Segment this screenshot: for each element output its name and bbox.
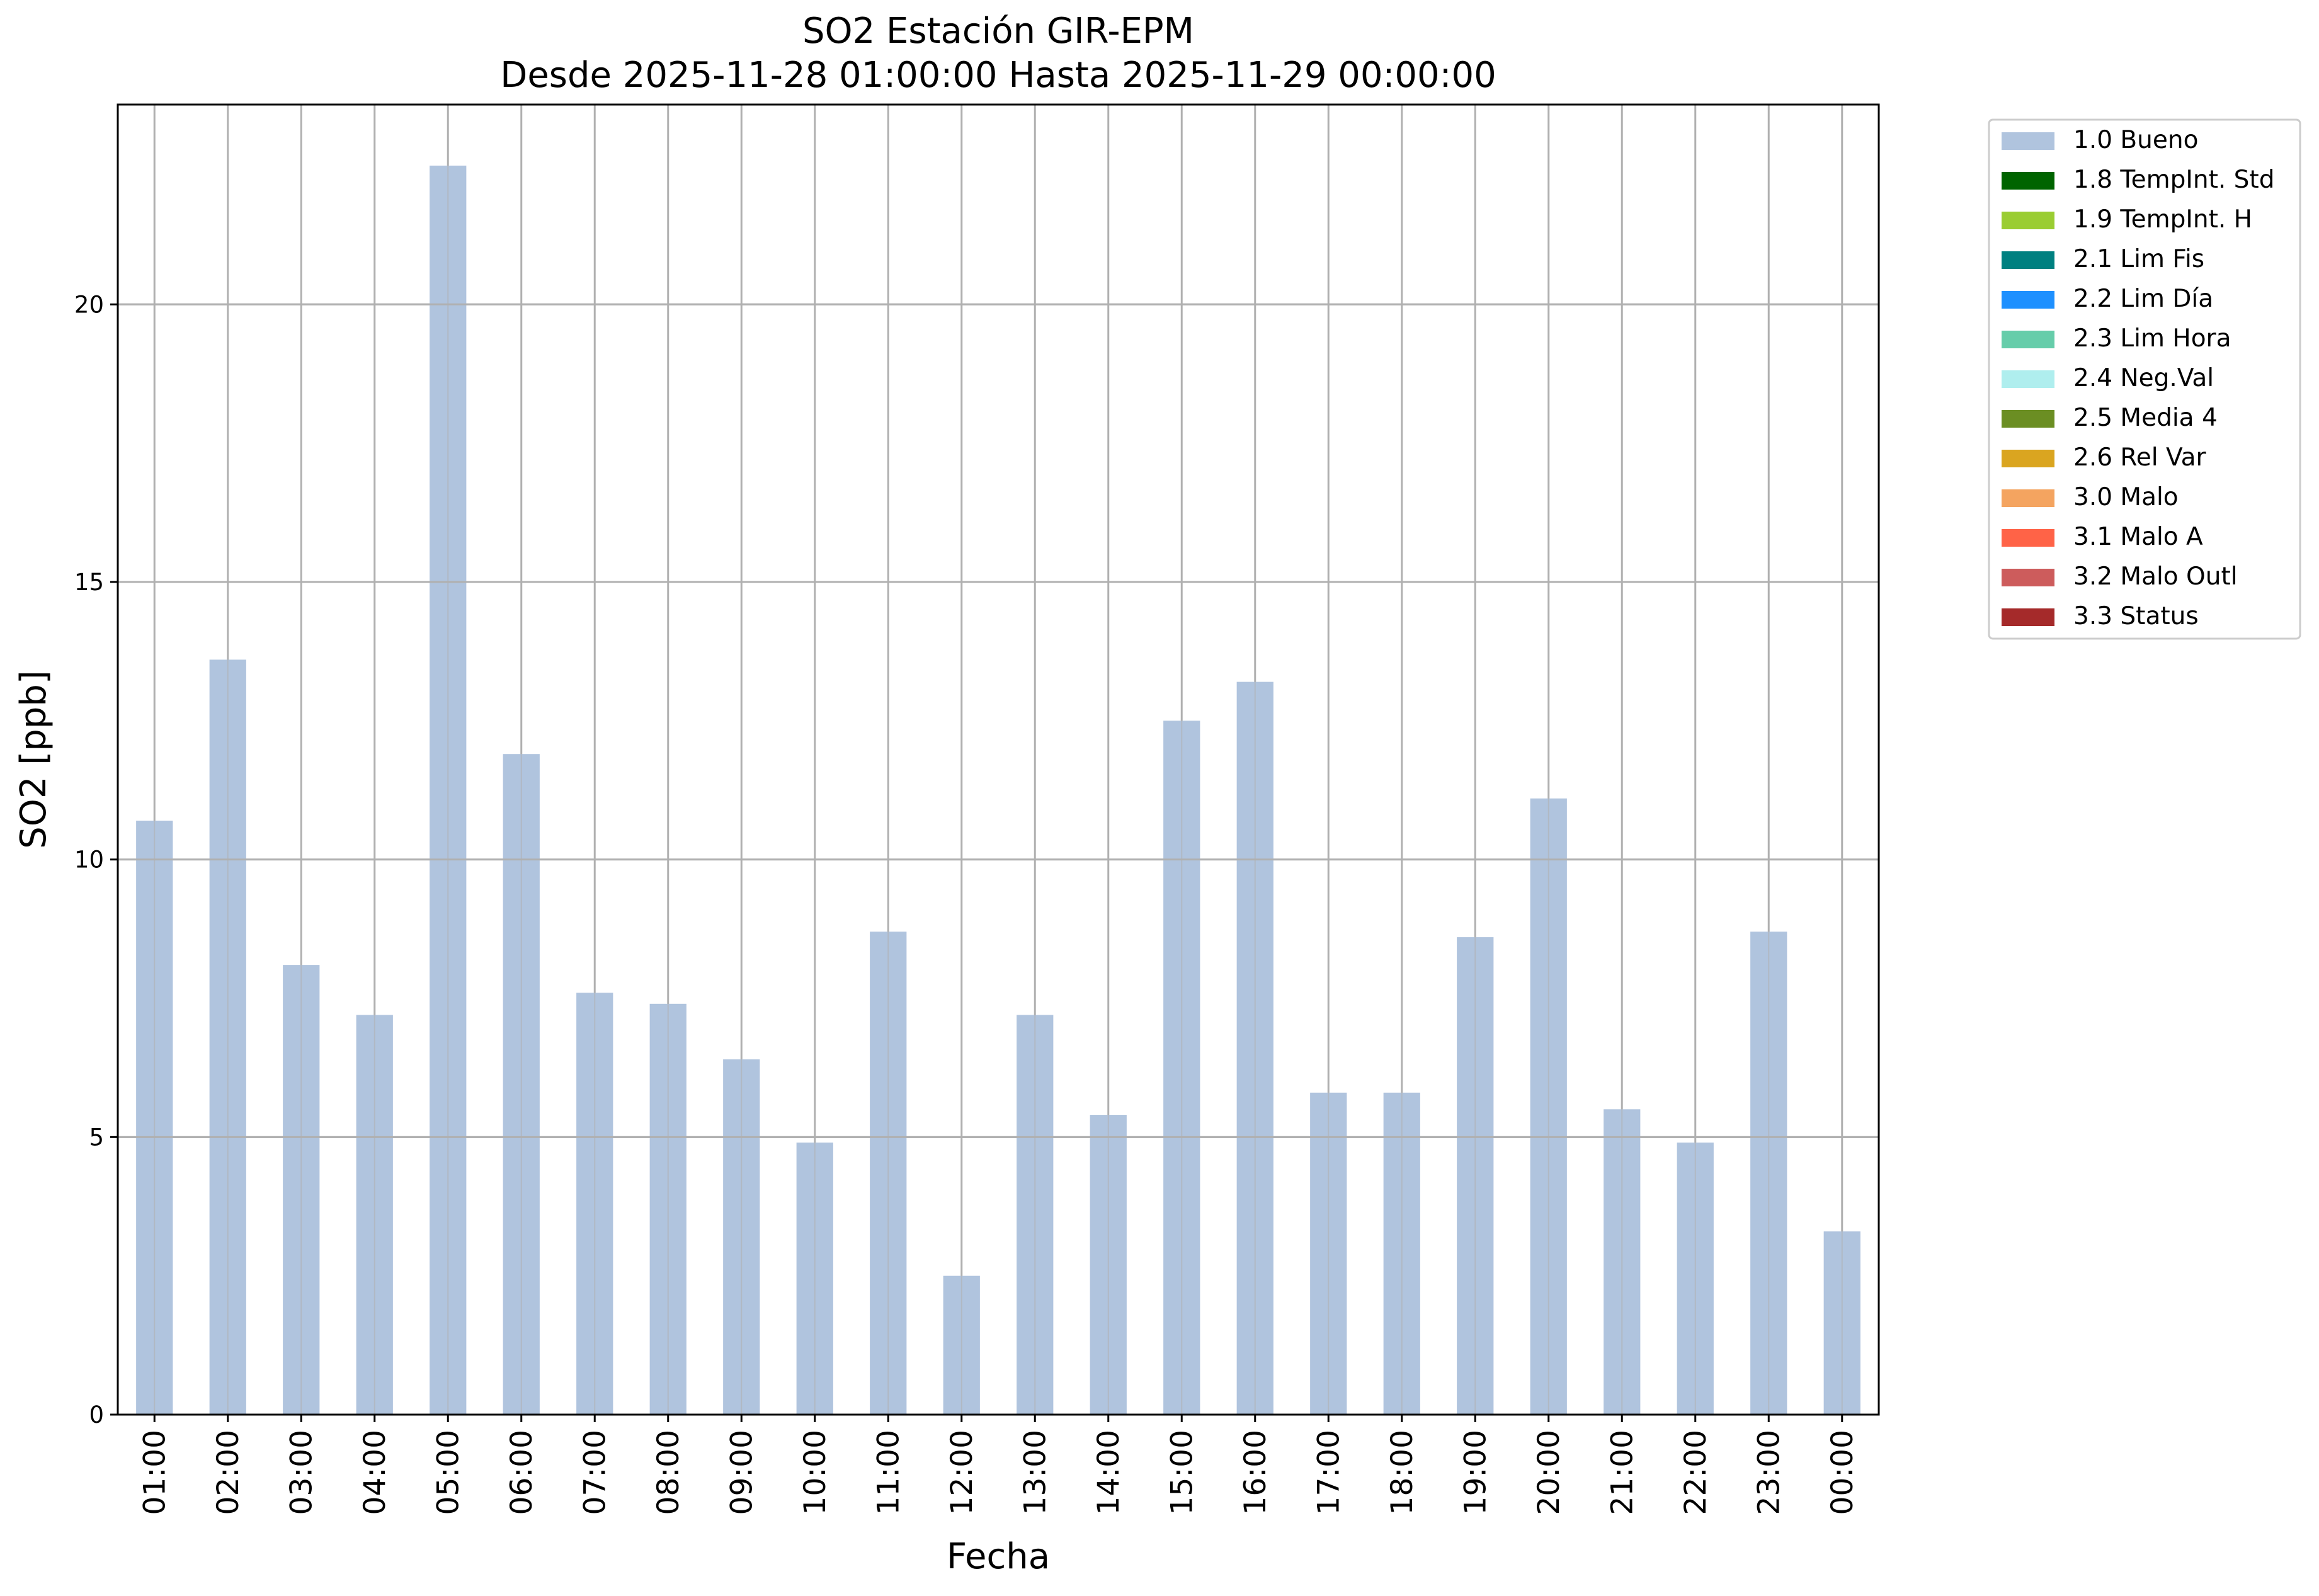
legend-label: 2.4 Neg.Val [2073,364,2214,392]
x-tick-label: 19:00 [1458,1430,1493,1515]
chart-title: SO2 Estación GIR-EPM [802,11,1194,52]
y-tick-label: 15 [74,569,104,596]
y-tick-label: 5 [89,1124,104,1151]
legend-swatch [2002,132,2054,150]
legend-swatch [2002,251,2054,269]
legend-swatch [2002,212,2054,229]
legend-swatch [2002,410,2054,428]
legend-label: 3.2 Malo Outl [2073,562,2238,591]
legend-swatch [2002,291,2054,309]
legend-swatch [2002,489,2054,507]
legend-label: 2.6 Rel Var [2073,443,2207,472]
legend-label: 1.8 TempInt. Std [2073,166,2274,194]
legend-swatch [2002,608,2054,626]
x-tick-label: 13:00 [1018,1430,1052,1515]
plot-frame [117,103,1880,1416]
x-tick-label: 07:00 [578,1430,612,1515]
y-tick-label: 0 [89,1401,104,1428]
x-tick-label: 09:00 [724,1430,759,1515]
legend-label: 1.9 TempInt. H [2073,205,2252,234]
legend-label: 3.1 Malo A [2073,523,2203,551]
legend-label: 2.3 Lim Hora [2073,324,2231,353]
legend-frame [1988,118,2301,640]
x-axis-label: Fecha [947,1536,1050,1577]
x-tick-label: 21:00 [1605,1430,1639,1515]
x-tick-label: 06:00 [504,1430,539,1515]
y-axis-ticks: 0 5 10 15 20 [74,291,118,1428]
x-tick-label: 15:00 [1165,1430,1199,1515]
x-axis-ticks: 01:00 02:00 03:00 04:00 05:00 06:00 07:00 08:00… [137,1415,1860,1515]
legend-label: 2.2 Lim Día [2073,285,2213,313]
y-tick-label: 20 [74,291,104,318]
legend-swatch [2002,529,2054,547]
x-tick-label: 04:00 [358,1430,392,1515]
legend-label: 3.3 Status [2073,602,2199,630]
x-tick-label: 12:00 [945,1430,979,1515]
x-tick-label: 01:00 [137,1430,172,1515]
x-tick-label: 14:00 [1091,1430,1126,1515]
y-tick-label: 10 [74,846,104,874]
x-tick-label: 22:00 [1678,1430,1713,1515]
x-tick-label: 00:00 [1825,1430,1860,1515]
legend-swatch [2002,172,2054,190]
x-tick-label: 03:00 [284,1430,319,1515]
x-tick-label: 17:00 [1311,1430,1346,1515]
x-tick-label: 08:00 [651,1430,686,1515]
legend-label: 2.1 Lim Fis [2073,245,2204,273]
legend-label: 2.5 Media 4 [2073,404,2218,432]
legend-swatch [2002,450,2054,467]
chart-subtitle: Desde 2025-11-28 01:00:00 Hasta 2025-11-… [500,55,1496,96]
legend-swatch [2002,331,2054,348]
y-axis-label: SO2 [ppb] [13,670,54,848]
x-tick-label: 02:00 [211,1430,246,1515]
legend-label: 3.0 Malo [2073,483,2179,511]
legend-swatch [2002,569,2054,586]
x-tick-label: 10:00 [798,1430,833,1515]
legend-swatch [2002,370,2054,388]
legend-label: 1.0 Bueno [2073,126,2198,154]
bars-group [118,105,1879,1416]
x-tick-label: 11:00 [871,1430,906,1515]
x-tick-label: 20:00 [1532,1430,1566,1515]
x-tick-label: 16:00 [1238,1430,1273,1515]
x-tick-label: 05:00 [431,1430,465,1515]
x-tick-label: 23:00 [1752,1430,1786,1515]
x-tick-label: 18:00 [1385,1430,1420,1515]
legend: 1.0 Bueno 1.8 TempInt. Std 1.9 TempInt. H 2… [1988,118,2301,640]
